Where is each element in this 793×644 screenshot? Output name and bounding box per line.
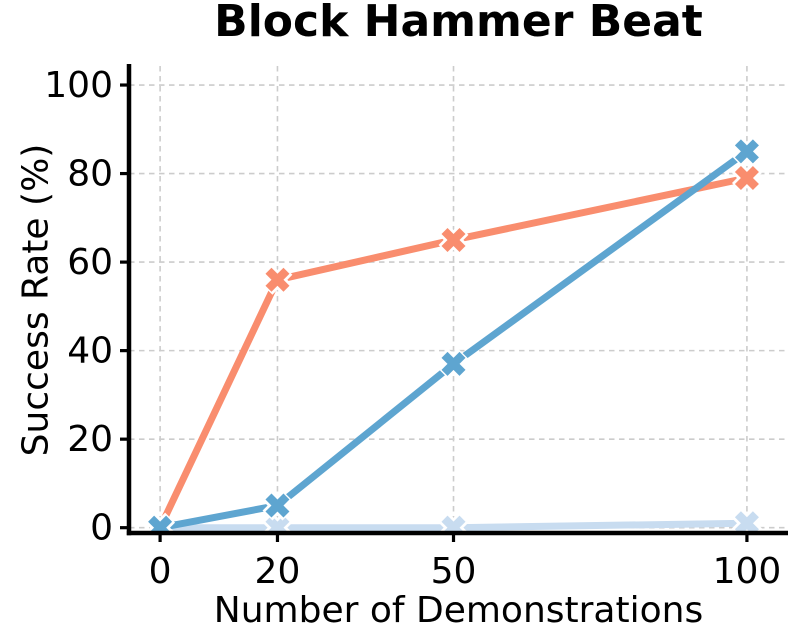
x-axis-label: Number of Demonstrations	[213, 590, 704, 631]
x-tick-label: 20	[255, 551, 301, 592]
x-tick-label: 0	[149, 551, 172, 592]
light-blue-series-line	[156, 519, 751, 532]
y-tick-label: 100	[44, 65, 113, 106]
blue-series-marker	[734, 139, 759, 164]
orange-series-line	[156, 174, 751, 532]
x-tick-label: 50	[431, 551, 477, 592]
light-blue-series-marker	[734, 511, 759, 535]
orange-series-marker	[734, 165, 759, 190]
y-tick-label: 20	[67, 419, 113, 460]
blue-series-line	[156, 147, 751, 532]
x-tick-label: 100	[713, 551, 782, 592]
y-tick-label: 0	[90, 508, 113, 549]
y-tick-label: 40	[67, 331, 113, 372]
chart-title: Block Hammer Beat	[214, 0, 703, 47]
blue-series-marker	[265, 493, 290, 518]
orange-series-marker	[441, 227, 466, 252]
orange-series-marker	[265, 267, 290, 292]
blue-series-marker	[441, 351, 466, 376]
y-tick-label: 80	[67, 154, 113, 195]
y-tick-label: 60	[67, 242, 113, 283]
